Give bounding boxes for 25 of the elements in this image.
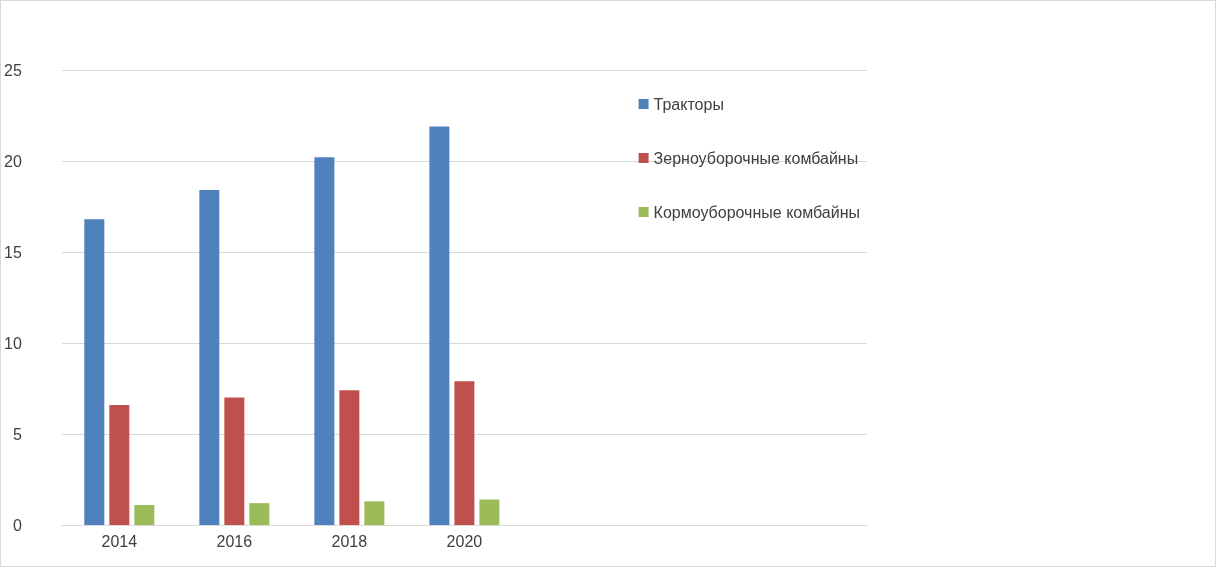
bar bbox=[84, 219, 105, 525]
y-tick-label: 25 bbox=[4, 61, 22, 79]
legend-label: Тракторы bbox=[653, 95, 724, 113]
legend-label: Зерноуборочные комбайны bbox=[653, 149, 859, 167]
x-tick-label: 2014 bbox=[101, 532, 138, 550]
bar bbox=[364, 501, 385, 525]
y-tick-label: 0 bbox=[12, 516, 22, 534]
y-tick-label: 10 bbox=[4, 334, 22, 352]
bar bbox=[199, 190, 220, 525]
bar bbox=[134, 504, 155, 525]
y-tick-label: 15 bbox=[4, 243, 22, 261]
bar bbox=[454, 381, 475, 525]
bar bbox=[224, 397, 245, 525]
y-tick-label: 5 bbox=[12, 425, 22, 443]
legend-label: Кормоуборочные комбайны bbox=[653, 203, 860, 221]
x-tick-label: 2020 bbox=[446, 532, 483, 550]
bar bbox=[249, 503, 270, 525]
bar bbox=[429, 126, 450, 525]
bar bbox=[479, 499, 500, 525]
bar bbox=[109, 404, 130, 525]
y-tick-label: 20 bbox=[4, 152, 22, 170]
x-tick-label: 2016 bbox=[216, 532, 253, 550]
x-tick-label: 2018 bbox=[331, 532, 368, 550]
bar bbox=[339, 390, 360, 525]
bar bbox=[314, 157, 335, 525]
